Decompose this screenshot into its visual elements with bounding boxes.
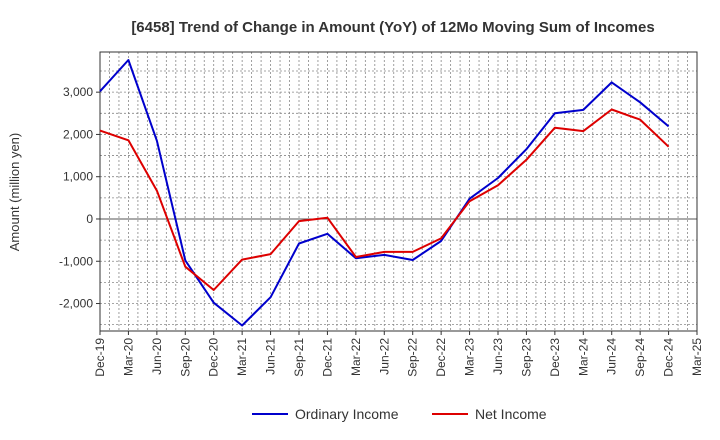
y-tick-label: 2,000	[63, 127, 93, 141]
grid	[100, 52, 697, 331]
x-tick-label: Mar-21	[235, 338, 249, 376]
x-tick-label: Jun-20	[150, 338, 164, 375]
x-tick-label: Mar-20	[121, 338, 135, 376]
x-axis-ticks: Dec-19 Mar-20 Jun-20 Sep-20 Dec-20 Mar-21 Jun-…	[93, 331, 704, 377]
series-lines	[99, 59, 670, 327]
x-tick-label: Dec-21	[320, 338, 334, 377]
x-tick-label: Dec-23	[548, 338, 562, 377]
y-tick-label: 3,000	[63, 85, 93, 99]
x-tick-label: Sep-21	[292, 338, 306, 377]
x-tick-label: Sep-22	[406, 338, 420, 377]
x-tick-label: Sep-24	[633, 338, 647, 377]
x-tick-label: Jun-23	[491, 338, 505, 375]
series-line-1	[99, 108, 670, 291]
x-tick-label: Jun-21	[264, 338, 278, 375]
x-tick-label: Dec-19	[93, 338, 107, 377]
y-tick-label: 0	[86, 212, 93, 226]
x-tick-label: Jun-22	[377, 338, 391, 375]
y-tick-label: -1,000	[59, 254, 93, 268]
x-tick-label: Mar-25	[690, 338, 704, 376]
legend-label: Net Income	[475, 406, 547, 422]
x-tick-label: Jun-24	[605, 338, 619, 375]
chart-title: [6458] Trend of Change in Amount (YoY) o…	[131, 19, 654, 36]
legend-label: Ordinary Income	[295, 406, 399, 422]
y-tick-label: 1,000	[63, 170, 93, 184]
y-tick-label: -2,000	[59, 297, 93, 311]
legend: Ordinary Income Net Income	[252, 406, 547, 422]
x-tick-label: Mar-23	[463, 338, 477, 376]
y-axis-ticks: -2,000 -1,000 0 1,000 2,000 3,000	[59, 85, 100, 311]
x-tick-label: Dec-20	[207, 338, 221, 377]
x-tick-label: Mar-24	[576, 338, 590, 376]
x-tick-label: Dec-24	[662, 338, 676, 377]
y-axis-label: Amount (million yen)	[7, 133, 22, 252]
plot-area	[99, 51, 698, 332]
x-tick-label: Sep-20	[178, 338, 192, 377]
x-tick-label: Sep-23	[519, 338, 533, 377]
x-tick-label: Mar-22	[349, 338, 363, 376]
x-tick-label: Dec-22	[434, 338, 448, 377]
